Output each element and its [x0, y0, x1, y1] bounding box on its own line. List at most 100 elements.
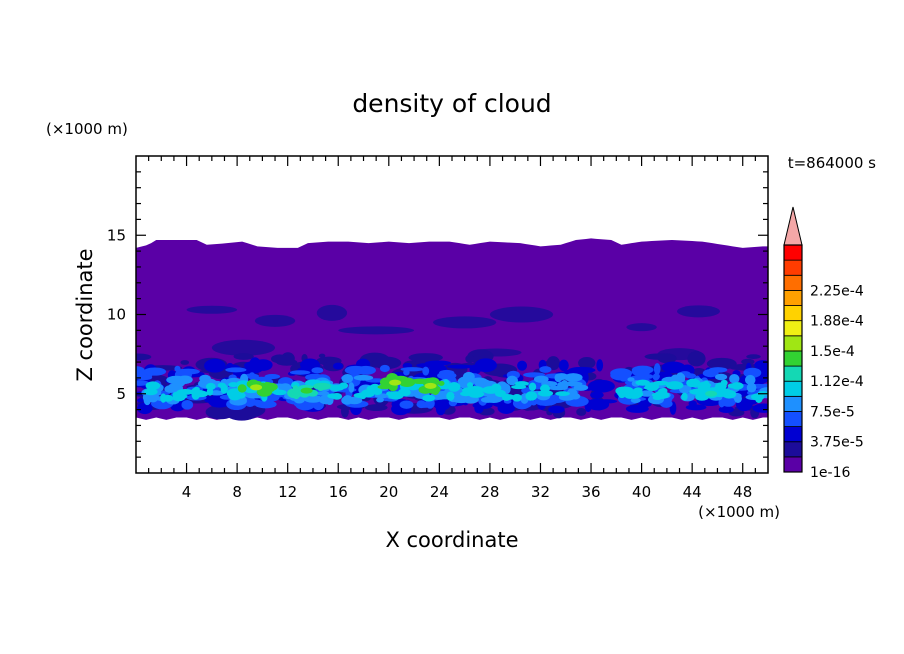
x-tick-label: 40 [632, 483, 651, 501]
peak-cell [237, 384, 247, 393]
band-level-5 [751, 393, 765, 401]
band-level-2 [299, 361, 316, 367]
band-level-4 [639, 391, 656, 397]
colorbar-label: 3.75e-5 [810, 435, 864, 451]
colorbar-level [783, 320, 803, 337]
band-level-4 [348, 382, 355, 393]
band-level-2 [433, 398, 451, 411]
band-level-5 [720, 379, 728, 387]
x-axis: 4 8 12 16 20 24 28 32 36 40 44 48 [148, 156, 756, 501]
band-level-4 [627, 377, 635, 382]
band-level-5 [482, 386, 500, 394]
peak-cell [316, 383, 325, 391]
x-tick-label: 24 [430, 483, 449, 501]
band-level-4 [744, 374, 756, 385]
band-level-5 [220, 384, 228, 394]
peak-cell [380, 383, 392, 388]
band-level-3 [539, 366, 552, 373]
band-level-5 [555, 391, 570, 397]
peak-core [300, 387, 313, 394]
peak-cell [695, 393, 709, 401]
band-level-1 [233, 353, 254, 360]
colorbar-level [783, 289, 803, 306]
colorbar-label: 1e-16 [810, 465, 850, 481]
band-level-5 [447, 382, 461, 392]
band-level-5 [388, 391, 404, 400]
chart-title: density of cloud [352, 89, 551, 118]
band-level-3 [379, 364, 390, 373]
band-level-1 [576, 407, 587, 416]
band-level-3 [311, 367, 324, 374]
colorbar-level [783, 335, 803, 352]
colorbar-label: 1.12e-4 [810, 374, 864, 390]
band-level-1 [408, 353, 443, 363]
band-level-1 [372, 356, 402, 370]
band-level-2 [497, 401, 516, 414]
peak-cell [256, 387, 273, 397]
band-level-3 [660, 399, 673, 408]
band-level-3 [254, 400, 277, 409]
cloud-streak [211, 339, 276, 356]
band-level-5 [652, 380, 670, 386]
cloud-streak [676, 305, 720, 318]
band-level-5 [329, 384, 345, 392]
band-level-1 [318, 353, 326, 358]
band-level-2 [416, 363, 437, 368]
colorbar-label: 2.25e-4 [810, 283, 864, 299]
band-level-2 [332, 362, 344, 370]
band-level-3 [708, 367, 728, 373]
colorbar-extend-arrow [783, 206, 803, 246]
band-level-5 [193, 386, 200, 392]
band-level-5 [143, 388, 158, 396]
band-level-5 [681, 392, 688, 401]
colorbar-level [783, 244, 803, 261]
band-level-2 [595, 399, 618, 404]
x-tick-label: 36 [581, 483, 600, 501]
colorbar-level [783, 274, 803, 291]
band-level-5 [272, 389, 287, 396]
band-level-2 [738, 399, 758, 406]
band-level-1 [136, 353, 152, 361]
band-level-4 [153, 395, 160, 401]
x-tick-label: 20 [379, 483, 398, 501]
band-level-4 [376, 397, 385, 403]
band-level-5 [468, 390, 485, 398]
band-level-3 [761, 383, 768, 388]
band-level-4 [562, 381, 583, 387]
colorbar-level [783, 305, 803, 322]
band-level-2 [638, 399, 652, 408]
band-level-5 [686, 378, 701, 388]
band-level-5 [176, 389, 195, 395]
y-tick-label: 15 [107, 226, 126, 244]
x-tick-label: 48 [733, 483, 752, 501]
colorbar-level [783, 259, 803, 276]
x-tick-label: 44 [683, 483, 702, 501]
band-level-3 [264, 374, 281, 380]
band-level-3 [422, 366, 430, 376]
band-level-5 [537, 390, 554, 397]
band-level-3 [684, 373, 697, 379]
y-axis: 5 10 15 [107, 171, 768, 458]
band-level-1 [687, 351, 706, 367]
y-tick-label: 5 [116, 385, 126, 403]
band-level-4 [353, 374, 374, 381]
band-level-1 [578, 357, 596, 369]
band-level-2 [548, 405, 565, 414]
colorbar-level [783, 426, 803, 443]
band-level-5 [514, 381, 529, 387]
band-level-5 [331, 392, 343, 400]
band-level-1 [180, 360, 190, 365]
colorbar-frame [783, 244, 803, 473]
band-level-5 [422, 394, 436, 402]
band-level-2 [474, 358, 497, 373]
band-level-3 [400, 367, 424, 372]
x-axis-unit: (×1000 m) [698, 503, 780, 521]
colorbar-level [783, 441, 803, 458]
band-level-2 [558, 359, 569, 372]
band-level-2 [137, 398, 144, 403]
colorbar-label: 7.5e-5 [810, 404, 855, 420]
band-level-2 [587, 379, 615, 393]
band-level-1 [270, 354, 289, 364]
peak-core [250, 384, 263, 391]
